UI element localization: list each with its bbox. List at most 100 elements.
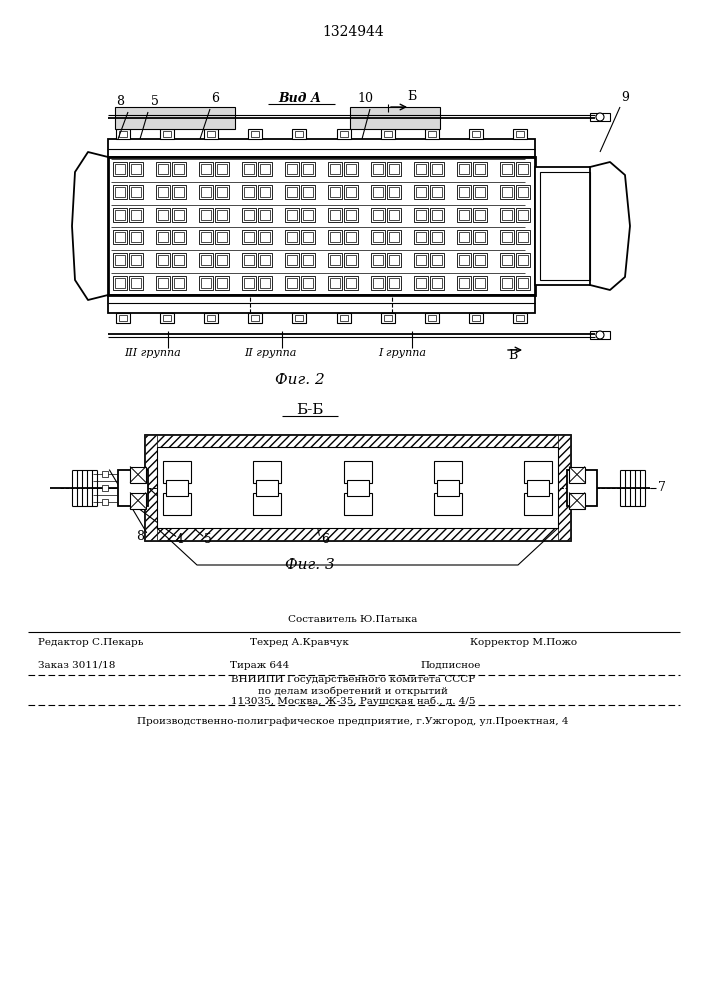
Bar — [293, 129, 306, 139]
Bar — [115, 255, 125, 265]
Text: II группа: II группа — [244, 348, 296, 358]
Bar — [242, 230, 256, 244]
Bar — [459, 210, 469, 220]
Text: 8: 8 — [136, 530, 144, 543]
Bar — [166, 480, 188, 495]
Text: 5: 5 — [151, 95, 159, 108]
Bar — [113, 162, 127, 176]
Bar — [113, 208, 127, 222]
Bar — [428, 131, 436, 137]
Bar — [174, 210, 184, 220]
Bar — [102, 471, 108, 477]
Bar — [475, 255, 485, 265]
Bar — [469, 129, 483, 139]
Bar — [473, 230, 487, 244]
Bar — [129, 276, 143, 290]
Bar — [380, 129, 395, 139]
Bar — [344, 492, 371, 514]
Bar — [131, 210, 141, 220]
Bar — [145, 528, 570, 540]
Bar — [303, 278, 313, 288]
Bar — [373, 210, 383, 220]
Bar — [115, 278, 125, 288]
Bar — [387, 208, 401, 222]
Bar — [303, 164, 313, 174]
Bar — [337, 129, 351, 139]
Bar — [518, 164, 528, 174]
Bar — [516, 253, 530, 267]
Bar — [524, 492, 552, 514]
Bar — [373, 255, 383, 265]
Bar — [113, 253, 127, 267]
Bar — [251, 131, 259, 137]
Bar — [416, 187, 426, 197]
Bar — [303, 210, 313, 220]
Bar — [248, 129, 262, 139]
Bar — [158, 232, 168, 242]
Bar — [432, 187, 442, 197]
Bar — [256, 480, 279, 495]
Bar — [518, 210, 528, 220]
Bar — [217, 187, 227, 197]
Bar — [201, 278, 211, 288]
Bar — [414, 208, 428, 222]
Bar — [469, 313, 483, 323]
Bar — [301, 208, 315, 222]
Bar — [328, 162, 342, 176]
Text: Фиг. 2: Фиг. 2 — [275, 373, 325, 387]
Bar — [199, 185, 213, 199]
Bar — [371, 253, 385, 267]
Bar — [145, 435, 570, 540]
Bar — [457, 185, 471, 199]
Bar — [346, 164, 356, 174]
Text: Б: Б — [407, 90, 416, 103]
Bar — [285, 230, 299, 244]
Bar — [242, 276, 256, 290]
Text: Подписное: Подписное — [420, 661, 480, 670]
Bar — [285, 208, 299, 222]
Bar — [416, 164, 426, 174]
Bar — [330, 232, 340, 242]
Bar — [242, 162, 256, 176]
Bar — [199, 276, 213, 290]
Bar — [473, 185, 487, 199]
Bar — [590, 331, 610, 339]
Bar — [201, 232, 211, 242]
Bar — [244, 232, 254, 242]
Bar — [473, 276, 487, 290]
Bar — [251, 315, 259, 321]
Bar — [174, 232, 184, 242]
Bar — [430, 253, 444, 267]
Bar — [172, 185, 186, 199]
Bar — [350, 107, 440, 129]
Bar — [330, 187, 340, 197]
Text: 6: 6 — [321, 533, 329, 546]
Bar — [328, 185, 342, 199]
Bar — [569, 466, 585, 483]
Text: Б-Б: Б-Б — [296, 403, 324, 417]
Bar — [475, 278, 485, 288]
Bar — [330, 164, 340, 174]
Bar — [457, 230, 471, 244]
Bar — [389, 187, 399, 197]
Bar — [473, 208, 487, 222]
Bar — [516, 315, 524, 321]
Bar — [156, 230, 170, 244]
Bar — [416, 210, 426, 220]
Bar — [248, 313, 262, 323]
Bar — [373, 232, 383, 242]
Bar — [473, 162, 487, 176]
Bar — [387, 230, 401, 244]
Bar — [432, 210, 442, 220]
Text: Корректор М.Пожо: Корректор М.Пожо — [470, 638, 577, 647]
Bar — [217, 255, 227, 265]
Bar — [518, 232, 528, 242]
Bar — [567, 470, 597, 506]
Bar — [158, 164, 168, 174]
Bar — [285, 253, 299, 267]
Bar — [373, 278, 383, 288]
Bar — [287, 278, 297, 288]
Bar — [516, 208, 530, 222]
Bar — [130, 466, 146, 483]
Bar — [475, 187, 485, 197]
